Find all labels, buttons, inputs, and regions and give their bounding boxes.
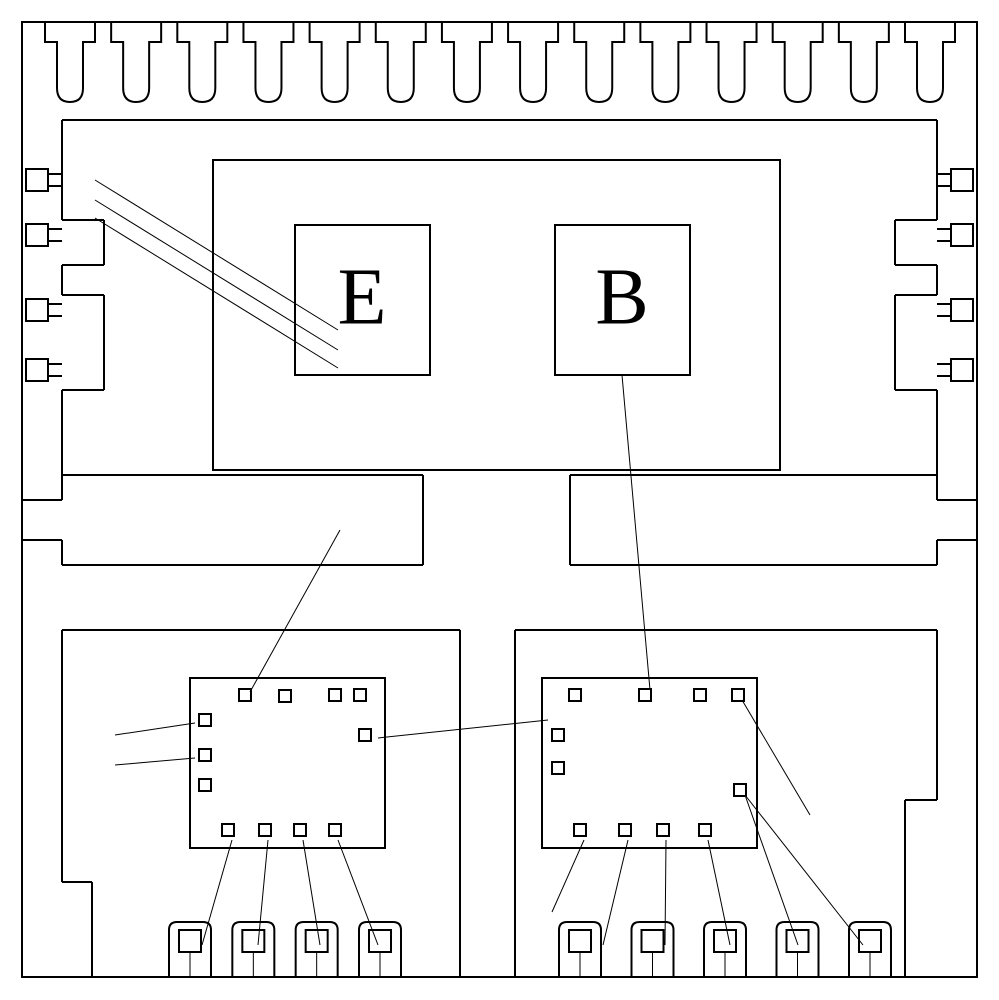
right-pin [951,299,973,321]
top-connector [111,22,161,102]
bond-pad [279,690,291,702]
top-connector [177,22,227,102]
bond-pad [259,824,271,836]
bond-pad [732,689,744,701]
top-connector-row [45,22,955,102]
right-pin [951,224,973,246]
bond-pad [354,689,366,701]
top-connector [574,22,624,102]
bond-pad [222,824,234,836]
left-pin [26,359,48,381]
bottom-pin-inner [179,930,201,952]
top-connector [905,22,955,102]
bond-pad [552,762,564,774]
bottom-pin-inner [714,930,736,952]
bond-pad [359,729,371,741]
left-pins [26,169,62,381]
bond-pad [657,824,669,836]
top-connector [442,22,492,102]
chip-left [190,678,385,848]
top-connector [839,22,889,102]
bottom-right-pin-row [559,922,891,977]
bond-pad [552,729,564,741]
bond-pad [619,824,631,836]
top-connector [707,22,757,102]
top-connector [243,22,293,102]
right-pin [951,359,973,381]
top-connector [310,22,360,102]
bottom-pin-inner [642,930,664,952]
bond-pad [294,824,306,836]
wires [95,180,863,945]
outer-border [22,22,977,977]
bond-pad [329,689,341,701]
upper-block-outline [22,120,977,565]
bottom-pin-inner [306,930,328,952]
bottom-pin-inner [369,930,391,952]
right-pins [937,169,973,381]
left-pin [26,299,48,321]
bottom-pin-inner [242,930,264,952]
bond-pad [329,824,341,836]
bottom-pin-inner [859,930,881,952]
bond-pad [569,689,581,701]
top-connector [773,22,823,102]
bottom-pin-inner [787,930,809,952]
top-connector [508,22,558,102]
right-pin [951,169,973,191]
bond-pad [199,779,211,791]
top-connector [45,22,95,102]
label-b: B [595,253,648,341]
label-e: E [338,253,387,341]
diagram-root: E B [0,0,999,1000]
bond-pad [734,784,746,796]
left-pin [26,169,48,191]
bond-pad [199,749,211,761]
top-connector [376,22,426,102]
chip-right [542,678,757,848]
bond-pad [574,824,586,836]
inner-die-rect [213,160,780,470]
bond-pad [239,689,251,701]
bond-pad [199,714,211,726]
bottom-pin-inner [569,930,591,952]
upper-body: E B [22,120,977,565]
top-connector [640,22,690,102]
bottom-left-pin-row [169,922,401,977]
bond-pad [639,689,651,701]
left-pin [26,224,48,246]
bond-pad [694,689,706,701]
bond-pad [699,824,711,836]
